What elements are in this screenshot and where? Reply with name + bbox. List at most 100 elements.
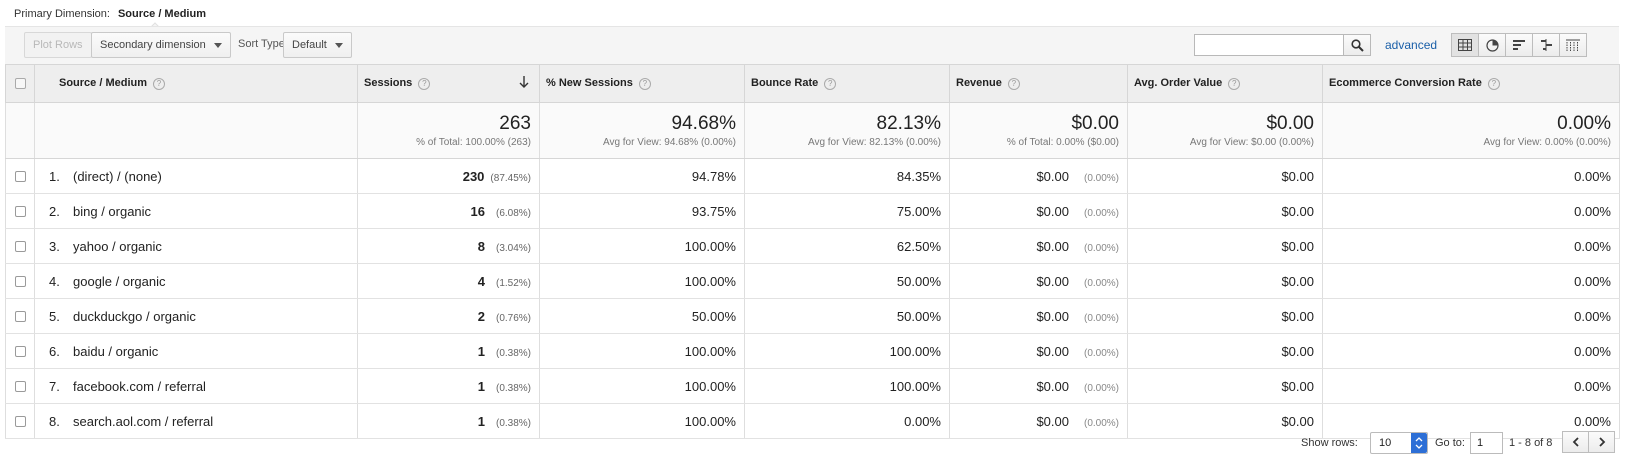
comparison-view-button[interactable] [1532, 33, 1560, 57]
conversion-rate-cell: 0.00% [1322, 368, 1620, 404]
table-view-button[interactable] [1451, 33, 1479, 57]
avg-order-value-cell: $0.00 [1127, 298, 1323, 334]
help-icon[interactable]: ? [1487, 77, 1500, 90]
row-select-cell [5, 333, 35, 369]
select-all-checkbox[interactable] [14, 78, 26, 89]
revenue-value: $0.00 [1036, 168, 1069, 184]
row-select-cell [5, 298, 35, 334]
row-checkbox[interactable] [14, 380, 26, 392]
source-medium-link[interactable]: baidu / organic [73, 343, 159, 359]
source-medium-link[interactable]: duckduckgo / organic [73, 308, 196, 324]
row-index: 2. [49, 203, 60, 219]
chevron-left-icon [1572, 437, 1579, 447]
column-header-avg-order-value[interactable]: Avg. Order Value? [1127, 64, 1323, 103]
help-icon[interactable]: ? [418, 77, 431, 90]
comparison-icon [1540, 39, 1552, 51]
row-checkbox[interactable] [14, 345, 26, 357]
row-checkbox[interactable] [14, 205, 26, 217]
sessions-value: 1 [477, 378, 485, 394]
revenue-percent: (0.00%) [1083, 242, 1119, 254]
sessions-cell: 4 (1.52%) [357, 263, 540, 299]
column-header-sessions[interactable]: Sessions? [357, 64, 540, 103]
new-sessions-cell: 100.00% [539, 263, 745, 299]
help-icon[interactable]: ? [153, 77, 166, 90]
new-sessions-cell: 100.00% [539, 368, 745, 404]
row-select-cell [5, 193, 35, 229]
secondary-dimension-dropdown[interactable]: Secondary dimension [91, 32, 231, 58]
primary-dimension-value[interactable]: Source / Medium [117, 8, 206, 20]
source-medium-link[interactable]: google / organic [73, 273, 166, 289]
source-medium-cell: 1. (direct) / (none) [34, 158, 358, 194]
source-medium-cell: 8. search.aol.com / referral [34, 403, 358, 439]
revenue-cell: $0.00 (0.00%) [949, 298, 1128, 334]
revenue-cell: $0.00 (0.00%) [949, 403, 1128, 439]
sessions-cell: 16 (6.08%) [357, 193, 540, 229]
row-checkbox[interactable] [14, 275, 26, 287]
row-checkbox[interactable] [14, 170, 26, 182]
column-header-new-sessions[interactable]: % New Sessions? [539, 64, 745, 103]
new-sessions-cell: 93.75% [539, 193, 745, 229]
revenue-percent: (0.00%) [1083, 312, 1119, 324]
plot-rows-button[interactable]: Plot Rows [24, 32, 92, 58]
revenue-value: $0.00 [1036, 273, 1069, 289]
sessions-percent: (87.45%) [490, 172, 531, 184]
pie-view-button[interactable] [1478, 33, 1506, 57]
help-icon[interactable]: ? [638, 77, 651, 90]
row-select-cell [5, 158, 35, 194]
row-checkbox[interactable] [14, 310, 26, 322]
sort-type-dropdown[interactable]: Default [283, 32, 352, 58]
table-toolbar: Plot Rows Secondary dimension Sort Type:… [5, 26, 1619, 64]
new-sessions-cell: 94.78% [539, 158, 745, 194]
next-page-button[interactable] [1588, 431, 1615, 453]
primary-dimension-label: Primary Dimension: [14, 8, 110, 20]
revenue-cell: $0.00 (0.00%) [949, 263, 1128, 299]
pie-icon [1485, 38, 1499, 52]
source-medium-link[interactable]: search.aol.com / referral [73, 413, 214, 429]
spinner-icon [1411, 433, 1427, 453]
revenue-percent: (0.00%) [1083, 347, 1119, 359]
help-icon[interactable]: ? [824, 77, 837, 90]
pivot-view-button[interactable] [1559, 33, 1587, 57]
search-button[interactable] [1344, 34, 1371, 56]
revenue-cell: $0.00 (0.00%) [949, 193, 1128, 229]
source-medium-link[interactable]: facebook.com / referral [73, 378, 206, 394]
revenue-cell: $0.00 (0.00%) [949, 228, 1128, 264]
revenue-percent: (0.00%) [1083, 207, 1119, 219]
column-header-ecommerce-conversion-rate[interactable]: Ecommerce Conversion Rate? [1322, 64, 1620, 103]
column-header-bounce-rate[interactable]: Bounce Rate? [744, 64, 950, 103]
bar-view-button[interactable] [1505, 33, 1533, 57]
table-icon [1458, 39, 1472, 51]
source-medium-cell: 3. yahoo / organic [34, 228, 358, 264]
chevron-right-icon [1598, 437, 1605, 447]
show-rows-label: Show rows: [1301, 437, 1358, 449]
table-search-input[interactable] [1194, 34, 1344, 56]
revenue-percent: (0.00%) [1083, 417, 1119, 429]
help-icon[interactable]: ? [1007, 77, 1020, 90]
total-ecommerce-conversion-rate: 0.00% Avg for View: 0.00% (0.00%) [1322, 102, 1620, 159]
source-medium-link[interactable]: yahoo / organic [73, 238, 162, 254]
previous-page-button[interactable] [1562, 431, 1589, 453]
total-sessions: 263% of Total: 100.00% (263) [357, 102, 540, 159]
goto-page-input[interactable]: 1 [1470, 432, 1503, 454]
row-checkbox[interactable] [14, 240, 26, 252]
sessions-value: 16 [470, 203, 485, 219]
bounce-rate-cell: 100.00% [744, 333, 950, 369]
bar-icon [1512, 40, 1525, 50]
column-header-revenue[interactable]: Revenue? [949, 64, 1128, 103]
help-icon[interactable]: ? [1228, 77, 1241, 90]
column-header-source-medium: Source / Medium? [34, 64, 358, 103]
advanced-filter-link[interactable]: advanced [1385, 38, 1438, 52]
source-medium-link[interactable]: (direct) / (none) [73, 168, 162, 184]
total-bounce-rate: 82.13% Avg for View: 82.13% (0.00%) [744, 102, 950, 159]
sessions-cell: 1 (0.38%) [357, 368, 540, 404]
pivot-icon [1566, 39, 1580, 51]
sessions-value: 4 [477, 273, 485, 289]
bounce-rate-cell: 50.00% [744, 298, 950, 334]
show-rows-select[interactable]: 10 [1370, 432, 1428, 454]
source-medium-link[interactable]: bing / organic [73, 203, 152, 219]
revenue-percent: (0.00%) [1083, 277, 1119, 289]
row-checkbox[interactable] [14, 415, 26, 427]
conversion-rate-cell: 0.00% [1322, 333, 1620, 369]
revenue-value: $0.00 [1036, 308, 1069, 324]
revenue-value: $0.00 [1036, 203, 1069, 219]
